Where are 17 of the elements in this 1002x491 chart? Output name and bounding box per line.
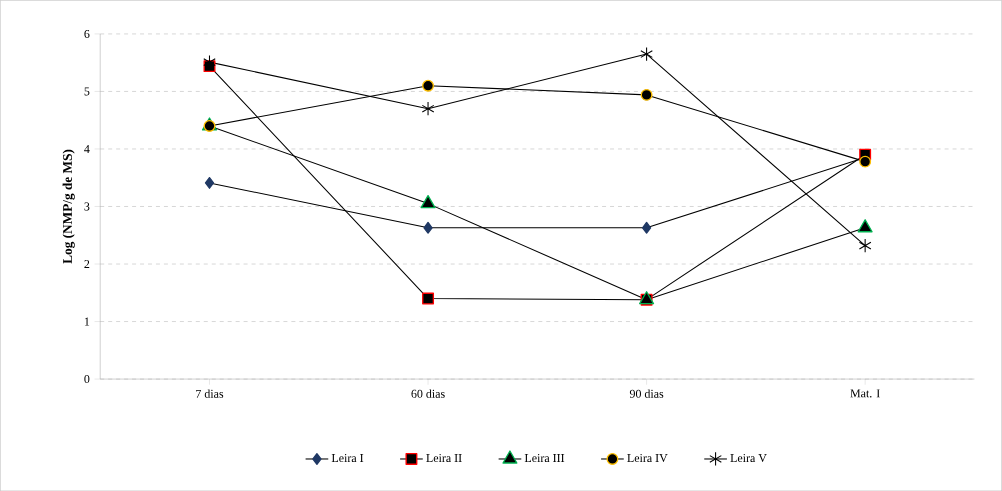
x-tick-label: 60 dias	[411, 389, 445, 398]
legend-label: Leira II	[426, 453, 462, 462]
x-tick-label: 90 dias	[629, 389, 664, 398]
y-tick-label: 4	[84, 144, 90, 153]
legend-label: Leira IV	[627, 453, 668, 462]
y-tick-label: 5	[84, 87, 90, 96]
y-tick-label: 3	[84, 202, 90, 211]
legend-label: Leira V	[730, 453, 767, 462]
x-tick-label: 7 dias	[196, 389, 224, 398]
y-axis-title: Log (NMP/g de MS)	[62, 149, 75, 264]
legend-label: Leira III	[524, 453, 565, 462]
y-tick-label: 2	[84, 259, 90, 268]
legend-label: Leira I	[331, 453, 364, 462]
y-tick-label: 6	[84, 29, 90, 38]
y-tick-label: 1	[84, 317, 90, 326]
x-tick-label: Mat. I	[850, 389, 880, 398]
y-tick-label: 0	[84, 374, 90, 383]
